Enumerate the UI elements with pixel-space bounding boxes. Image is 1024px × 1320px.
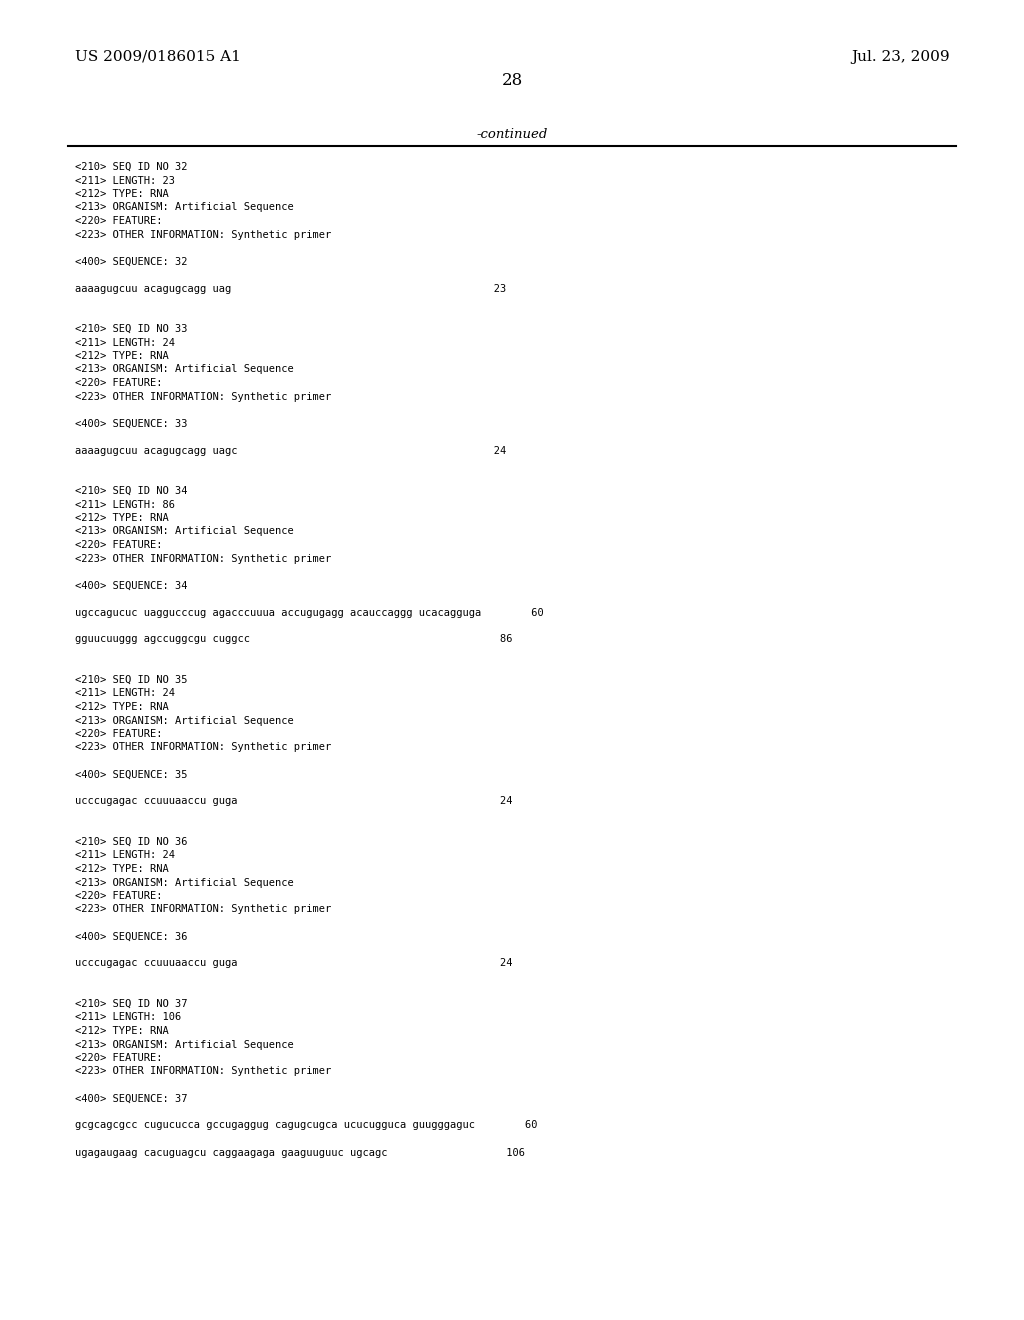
Text: <213> ORGANISM: Artificial Sequence: <213> ORGANISM: Artificial Sequence [75, 878, 294, 887]
Text: <210> SEQ ID NO 35: <210> SEQ ID NO 35 [75, 675, 187, 685]
Text: -continued: -continued [476, 128, 548, 141]
Text: 28: 28 [502, 73, 522, 88]
Text: <400> SEQUENCE: 33: <400> SEQUENCE: 33 [75, 418, 187, 429]
Text: <223> OTHER INFORMATION: Synthetic primer: <223> OTHER INFORMATION: Synthetic prime… [75, 553, 331, 564]
Text: <211> LENGTH: 86: <211> LENGTH: 86 [75, 499, 175, 510]
Text: <211> LENGTH: 24: <211> LENGTH: 24 [75, 338, 175, 347]
Text: <223> OTHER INFORMATION: Synthetic primer: <223> OTHER INFORMATION: Synthetic prime… [75, 392, 331, 401]
Text: <210> SEQ ID NO 37: <210> SEQ ID NO 37 [75, 999, 187, 1008]
Text: <211> LENGTH: 24: <211> LENGTH: 24 [75, 850, 175, 861]
Text: <220> FEATURE:: <220> FEATURE: [75, 729, 163, 739]
Text: <220> FEATURE:: <220> FEATURE: [75, 540, 163, 550]
Text: <212> TYPE: RNA: <212> TYPE: RNA [75, 865, 169, 874]
Text: <400> SEQUENCE: 36: <400> SEQUENCE: 36 [75, 932, 187, 941]
Text: <211> LENGTH: 106: <211> LENGTH: 106 [75, 1012, 181, 1023]
Text: Jul. 23, 2009: Jul. 23, 2009 [851, 50, 950, 63]
Text: aaaagugcuu acagugcagg uagc                                         24: aaaagugcuu acagugcagg uagc 24 [75, 446, 506, 455]
Text: US 2009/0186015 A1: US 2009/0186015 A1 [75, 50, 241, 63]
Text: <212> TYPE: RNA: <212> TYPE: RNA [75, 189, 169, 199]
Text: <211> LENGTH: 23: <211> LENGTH: 23 [75, 176, 175, 186]
Text: <220> FEATURE:: <220> FEATURE: [75, 378, 163, 388]
Text: <220> FEATURE:: <220> FEATURE: [75, 891, 163, 902]
Text: <213> ORGANISM: Artificial Sequence: <213> ORGANISM: Artificial Sequence [75, 1040, 294, 1049]
Text: aaaagugcuu acagugcagg uag                                          23: aaaagugcuu acagugcagg uag 23 [75, 284, 506, 293]
Text: gguucuuggg agccuggcgu cuggcc                                        86: gguucuuggg agccuggcgu cuggcc 86 [75, 635, 512, 644]
Text: gcgcagcgcc cugucucca gccugaggug cagugcugca ucucugguca guugggaguc        60: gcgcagcgcc cugucucca gccugaggug cagugcug… [75, 1121, 538, 1130]
Text: <211> LENGTH: 24: <211> LENGTH: 24 [75, 689, 175, 698]
Text: <212> TYPE: RNA: <212> TYPE: RNA [75, 1026, 169, 1036]
Text: <210> SEQ ID NO 36: <210> SEQ ID NO 36 [75, 837, 187, 847]
Text: <223> OTHER INFORMATION: Synthetic primer: <223> OTHER INFORMATION: Synthetic prime… [75, 230, 331, 239]
Text: <223> OTHER INFORMATION: Synthetic primer: <223> OTHER INFORMATION: Synthetic prime… [75, 904, 331, 915]
Text: <213> ORGANISM: Artificial Sequence: <213> ORGANISM: Artificial Sequence [75, 364, 294, 375]
Text: <400> SEQUENCE: 35: <400> SEQUENCE: 35 [75, 770, 187, 780]
Text: <223> OTHER INFORMATION: Synthetic primer: <223> OTHER INFORMATION: Synthetic prime… [75, 1067, 331, 1077]
Text: <400> SEQUENCE: 37: <400> SEQUENCE: 37 [75, 1093, 187, 1104]
Text: <220> FEATURE:: <220> FEATURE: [75, 216, 163, 226]
Text: <400> SEQUENCE: 32: <400> SEQUENCE: 32 [75, 256, 187, 267]
Text: <210> SEQ ID NO 33: <210> SEQ ID NO 33 [75, 323, 187, 334]
Text: ugccagucuc uaggucccug agacccuuua accugugagg acauccaggg ucacagguga        60: ugccagucuc uaggucccug agacccuuua accugug… [75, 607, 544, 618]
Text: <400> SEQUENCE: 34: <400> SEQUENCE: 34 [75, 581, 187, 590]
Text: <212> TYPE: RNA: <212> TYPE: RNA [75, 351, 169, 360]
Text: <220> FEATURE:: <220> FEATURE: [75, 1053, 163, 1063]
Text: <210> SEQ ID NO 34: <210> SEQ ID NO 34 [75, 486, 187, 496]
Text: <223> OTHER INFORMATION: Synthetic primer: <223> OTHER INFORMATION: Synthetic prime… [75, 742, 331, 752]
Text: ugagaugaag cacuguagcu caggaagaga gaaguuguuc ugcagc                   106: ugagaugaag cacuguagcu caggaagaga gaaguug… [75, 1147, 525, 1158]
Text: <212> TYPE: RNA: <212> TYPE: RNA [75, 702, 169, 711]
Text: <213> ORGANISM: Artificial Sequence: <213> ORGANISM: Artificial Sequence [75, 527, 294, 536]
Text: ucccugagac ccuuuaaccu guga                                          24: ucccugagac ccuuuaaccu guga 24 [75, 796, 512, 807]
Text: <213> ORGANISM: Artificial Sequence: <213> ORGANISM: Artificial Sequence [75, 715, 294, 726]
Text: <212> TYPE: RNA: <212> TYPE: RNA [75, 513, 169, 523]
Text: <213> ORGANISM: Artificial Sequence: <213> ORGANISM: Artificial Sequence [75, 202, 294, 213]
Text: ucccugagac ccuuuaaccu guga                                          24: ucccugagac ccuuuaaccu guga 24 [75, 958, 512, 969]
Text: <210> SEQ ID NO 32: <210> SEQ ID NO 32 [75, 162, 187, 172]
